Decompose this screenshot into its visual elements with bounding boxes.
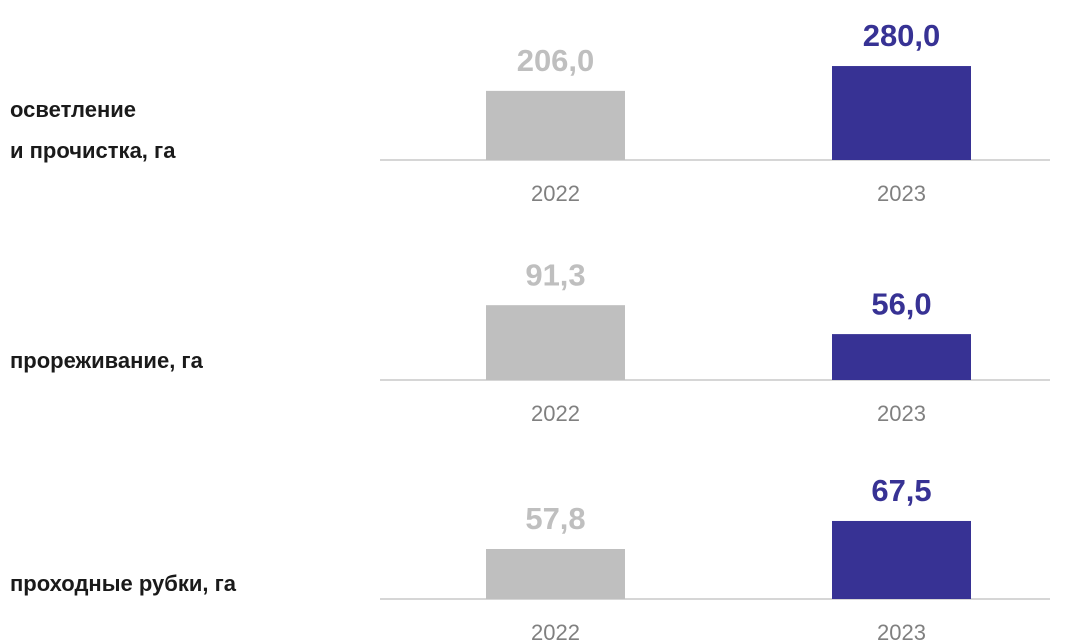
chart-title: осветление [10, 97, 136, 122]
bar [832, 66, 971, 160]
bar [486, 549, 625, 599]
bar [832, 520, 971, 599]
value-label: 56,0 [871, 286, 931, 321]
x-tick-label: 2023 [877, 620, 926, 642]
value-label: 67,5 [871, 473, 931, 508]
chart-title: прореживание, га [10, 348, 204, 373]
bar [486, 305, 625, 380]
x-tick-label: 2023 [877, 401, 926, 426]
value-label: 91,3 [525, 257, 585, 292]
x-tick-label: 2022 [531, 401, 580, 426]
x-tick-label: 2022 [531, 181, 580, 206]
chart-title: и прочистка, га [10, 138, 176, 163]
value-label: 57,8 [525, 501, 585, 536]
x-tick-label: 2022 [531, 620, 580, 642]
value-label: 280,0 [863, 18, 941, 53]
bar [832, 334, 971, 380]
bar [486, 90, 625, 160]
chart-title: проходные рубки, га [10, 571, 237, 596]
value-label: 206,0 [517, 43, 595, 78]
x-tick-label: 2023 [877, 181, 926, 206]
